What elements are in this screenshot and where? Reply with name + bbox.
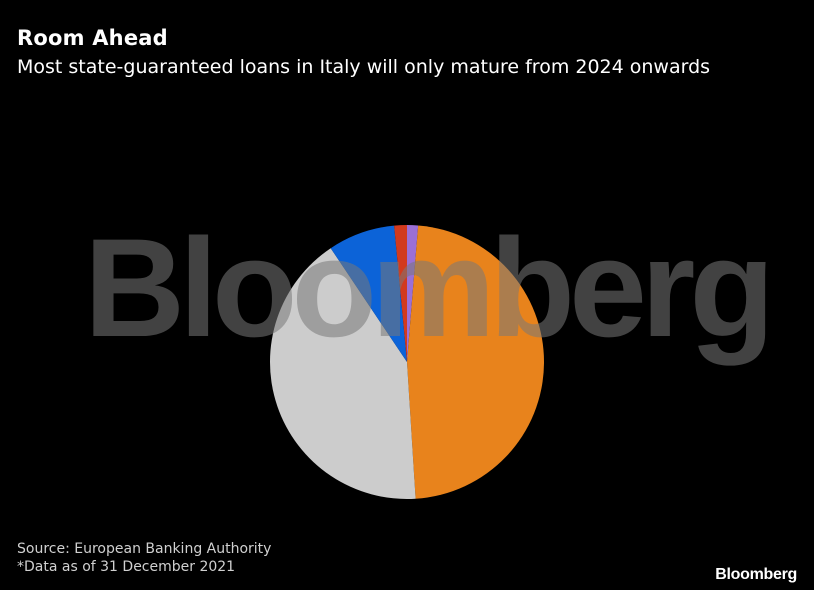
bloomberg-logo: Bloomberg [715,566,797,583]
source-text: Source: European Banking Authority [17,541,272,557]
pie-slice-between-2024-and-2026 [407,225,544,499]
chart-subtitle: Most state-guaranteed loans in Italy wil… [17,56,711,78]
pie-slice-other [270,248,416,500]
bloomberg-watermark: Bloomberg [84,209,775,366]
data-date-note: *Data as of 31 December 2021 [17,559,236,575]
pie-slices [270,225,544,500]
pie-slice-in-2h22 [394,225,407,362]
chart-title: Room Ahead [17,26,168,50]
source-note: Source: European Banking Authority *Data… [17,540,271,576]
pie-slice-in-1h22 [407,225,419,362]
pie-slice-in-2023 [330,225,407,362]
